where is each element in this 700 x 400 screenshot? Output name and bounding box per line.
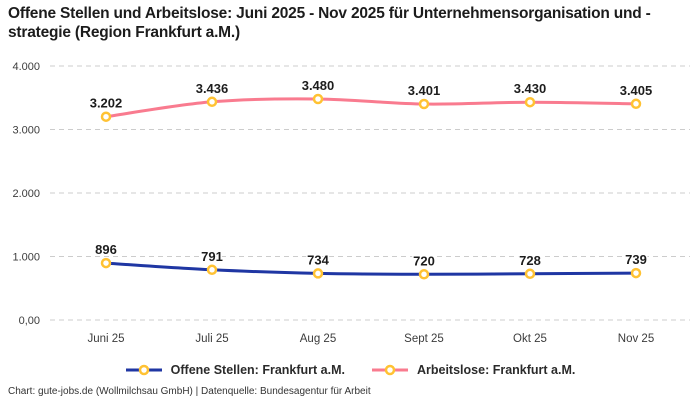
y-axis-tick-label: 2.000 xyxy=(12,188,40,200)
data-point-marker[interactable] xyxy=(312,268,324,279)
x-axis-tick-label: Juni 25 xyxy=(87,333,124,345)
data-point-marker[interactable] xyxy=(418,269,430,280)
data-point-label: 728 xyxy=(519,253,541,268)
data-point-label: 739 xyxy=(625,252,647,267)
data-point-marker[interactable] xyxy=(100,257,112,269)
legend-item-arbeitslose[interactable]: Arbeitslose: Frankfurt a.M. xyxy=(371,363,575,377)
x-axis-tick-label: Juli 25 xyxy=(195,333,228,345)
legend-swatch-arbeitslose-icon xyxy=(371,364,408,376)
data-point-label: 734 xyxy=(307,252,329,267)
data-point-marker[interactable] xyxy=(630,267,642,279)
data-point-label: 3.480 xyxy=(302,78,335,93)
y-axis-tick-label: 1.000 xyxy=(12,252,40,264)
x-axis-tick-label: Nov 25 xyxy=(618,333,654,345)
data-point-marker[interactable] xyxy=(524,268,536,280)
data-point-label: 720 xyxy=(413,253,435,268)
series-line-offene-stellen-frankfurt-a-m xyxy=(104,261,638,276)
chart-canvas: 4.000 3.000 2.000 1.000 0,00 Juni 25 Juli 25 Au… xyxy=(12,61,690,345)
legend-item-offene-stellen[interactable]: Offene Stellen: Frankfurt a.M. xyxy=(125,363,345,377)
data-point-marker[interactable] xyxy=(312,93,324,105)
chart-source-credit: Chart: gute-jobs.de (Wollmilchsau GmbH) … xyxy=(8,386,371,397)
x-axis-tick-label: Okt 25 xyxy=(513,333,547,345)
legend-swatch-offene-stellen-icon xyxy=(125,364,162,376)
data-point-marker[interactable] xyxy=(206,264,218,276)
legend-label-offene-stellen: Offene Stellen: Frankfurt a.M. xyxy=(170,363,345,377)
data-point-label: 3.405 xyxy=(620,83,653,98)
chart-legend: Offene Stellen: Frankfurt a.M. Arbeitslo… xyxy=(0,359,700,381)
data-point-label: 896 xyxy=(95,242,117,257)
x-axis-tick-label: Sept 25 xyxy=(404,333,444,345)
y-axis-tick-label: 4.000 xyxy=(12,61,40,73)
data-point-marker[interactable] xyxy=(630,98,642,110)
data-point-label: 3.401 xyxy=(408,83,441,98)
data-point-label: 3.430 xyxy=(514,81,547,96)
data-point-label: 791 xyxy=(201,249,223,264)
data-point-marker[interactable] xyxy=(206,96,218,108)
chart-title: Offene Stellen und Arbeitslose: Juni 202… xyxy=(8,5,651,41)
y-axis-tick-label: 0,00 xyxy=(19,315,40,327)
data-point-marker[interactable] xyxy=(100,111,112,122)
data-point-label: 3.436 xyxy=(196,81,229,96)
y-axis-tick-label: 3.000 xyxy=(12,125,40,137)
data-point-label: 3.202 xyxy=(90,96,123,111)
data-point-marker[interactable] xyxy=(418,98,430,110)
data-point-marker[interactable] xyxy=(524,96,536,108)
x-axis-tick-label: Aug 25 xyxy=(300,333,336,345)
series-line-arbeitslose-frankfurt-a-m xyxy=(104,97,638,119)
legend-label-arbeitslose: Arbeitslose: Frankfurt a.M. xyxy=(416,363,576,377)
